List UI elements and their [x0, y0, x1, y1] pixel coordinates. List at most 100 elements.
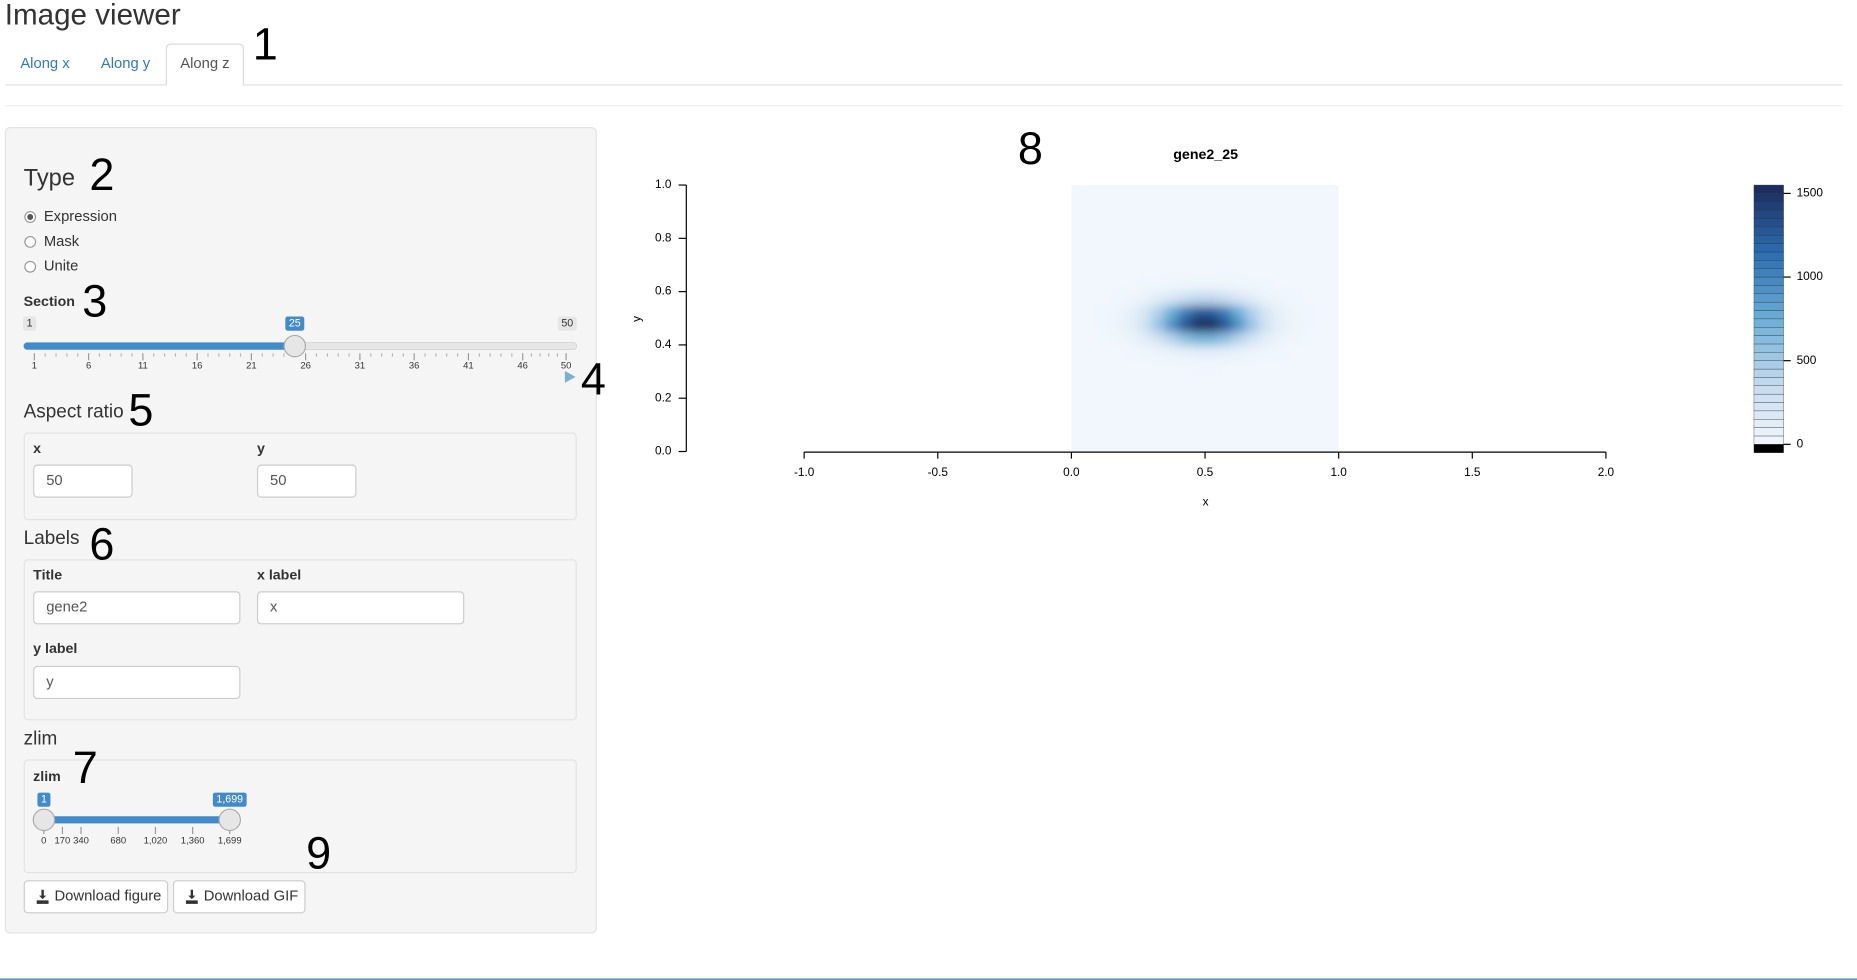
heatmap-cell: [1245, 238, 1260, 253]
slider-tick-label: 11: [138, 361, 148, 372]
colorbar-segment: [1753, 435, 1784, 445]
heatmap-cell: [1111, 411, 1126, 426]
slider-tick-label: 1,360: [181, 836, 205, 847]
radio-label[interactable]: Unite: [44, 259, 79, 275]
colorbar-segment: [1753, 310, 1784, 320]
heatmap-cell: [1138, 251, 1153, 266]
slider-from: 1: [41, 794, 47, 806]
heatmap-cell: [1071, 251, 1085, 266]
heatmap-cell: [1098, 304, 1113, 319]
colorbar-segment: [1753, 209, 1784, 219]
heatmap-cell: [1111, 264, 1126, 279]
heatmap-cell: [1231, 278, 1246, 293]
heatmap-cell: [1205, 225, 1219, 239]
radio-label[interactable]: Mask: [44, 234, 80, 250]
heatmap-cell: [1098, 211, 1113, 226]
heatmap-cell: [1151, 278, 1166, 293]
heatmap-cell: [1325, 291, 1339, 306]
heatmap-cell: [1218, 398, 1233, 413]
annotation-number: 8: [1018, 123, 1043, 174]
page-title: Image viewer: [5, 0, 181, 32]
heatmap-cell: [1245, 344, 1260, 359]
y-tick-label: 0.8: [655, 230, 672, 244]
heatmap-cell: [1271, 344, 1286, 359]
slider-handle-from[interactable]: [32, 808, 56, 832]
heatmap-cell: [1071, 291, 1085, 306]
x-tick-label: -0.5: [928, 465, 949, 479]
colorbar-segment: [1753, 251, 1784, 261]
heatmap-cell: [1271, 304, 1286, 319]
tab[interactable]: Along z: [180, 56, 229, 72]
play-button[interactable]: [564, 370, 576, 383]
heatmap-cell: [1124, 398, 1139, 413]
heatmap-cell: [1205, 411, 1219, 426]
heatmap-cell: [1071, 331, 1085, 346]
heatmap-cell: [1111, 291, 1126, 306]
heatmap-cell: [1325, 225, 1339, 239]
zlim-slider[interactable]: 0 170 340 680 1,020 1,360 1,699 1 1,699: [32, 792, 247, 847]
tab[interactable]: Along x: [20, 56, 70, 72]
text-input[interactable]: [33, 665, 241, 700]
heatmap-cell: [1124, 318, 1139, 333]
heatmap-cell: [1271, 278, 1286, 293]
heatmap-cell: [1298, 238, 1313, 253]
heatmap-cell: [1271, 424, 1286, 439]
download-figure-button[interactable]: Download figure: [23, 880, 169, 914]
heatmap-cell: [1138, 318, 1153, 333]
heatmap-cell: [1258, 358, 1273, 373]
heatmap-cell: [1138, 278, 1153, 293]
heatmap-cell: [1084, 291, 1099, 306]
heatmap-cell: [1311, 358, 1326, 373]
heatmap-cell: [1164, 225, 1179, 239]
heatmap-cell: [1098, 198, 1113, 213]
heatmap-cell: [1231, 398, 1246, 413]
button-label[interactable]: Download figure: [54, 889, 161, 905]
heatmap-cell: [1231, 291, 1246, 306]
colorbar-segment: [1753, 276, 1784, 286]
slider-tick-label: 41: [463, 361, 474, 372]
heatmap-cell: [1311, 304, 1326, 319]
heatmap-cell: [1325, 331, 1339, 346]
heatmap-cell: [1111, 198, 1126, 213]
slider-tick-label: 26: [300, 361, 311, 372]
tab[interactable]: Along y: [101, 56, 151, 72]
heatmap-cell: [1191, 318, 1206, 333]
heatmap-cell: [1164, 211, 1179, 226]
radio[interactable]: [24, 235, 37, 248]
heatmap-cell: [1245, 438, 1260, 452]
heatmap-cell: [1178, 264, 1193, 279]
heatmap-cell: [1151, 238, 1166, 253]
button-frame[interactable]: [23, 880, 169, 914]
radio[interactable]: [24, 260, 37, 273]
text-input[interactable]: [256, 591, 465, 625]
slider-handle-to[interactable]: [218, 808, 242, 832]
download-gif-button[interactable]: Download GIF: [172, 880, 306, 914]
heatmap-cell: [1111, 384, 1126, 399]
button-frame[interactable]: [172, 880, 306, 914]
heatmap-cell: [1111, 424, 1126, 439]
heatmap-cell: [1124, 251, 1139, 266]
heatmap-cell: [1205, 238, 1219, 253]
radio-label[interactable]: Expression: [44, 209, 117, 225]
heatmap-cell: [1245, 331, 1260, 346]
button-label[interactable]: Download GIF: [204, 889, 299, 905]
heatmap-cell: [1218, 225, 1233, 239]
colorbar-segment: [1753, 318, 1784, 328]
heatmap-cell: [1191, 291, 1206, 306]
heatmap-cell: [1098, 384, 1113, 399]
annotation-number: 1: [253, 19, 278, 70]
heatmap-cell: [1231, 238, 1246, 253]
zlim-heading: zlim: [24, 728, 58, 749]
colorbar-segment: [1753, 243, 1784, 253]
text-input[interactable]: [33, 464, 133, 498]
slider-handle[interactable]: [283, 334, 307, 358]
colorbar-segment: [1753, 385, 1784, 395]
heatmap-cell: [1084, 438, 1099, 452]
text-input[interactable]: [256, 464, 357, 498]
heatmap-cell: [1071, 424, 1085, 439]
field-label: y: [257, 441, 265, 457]
heatmap-cell: [1191, 411, 1206, 426]
text-input[interactable]: [33, 591, 241, 625]
heatmap-cell: [1218, 198, 1233, 213]
